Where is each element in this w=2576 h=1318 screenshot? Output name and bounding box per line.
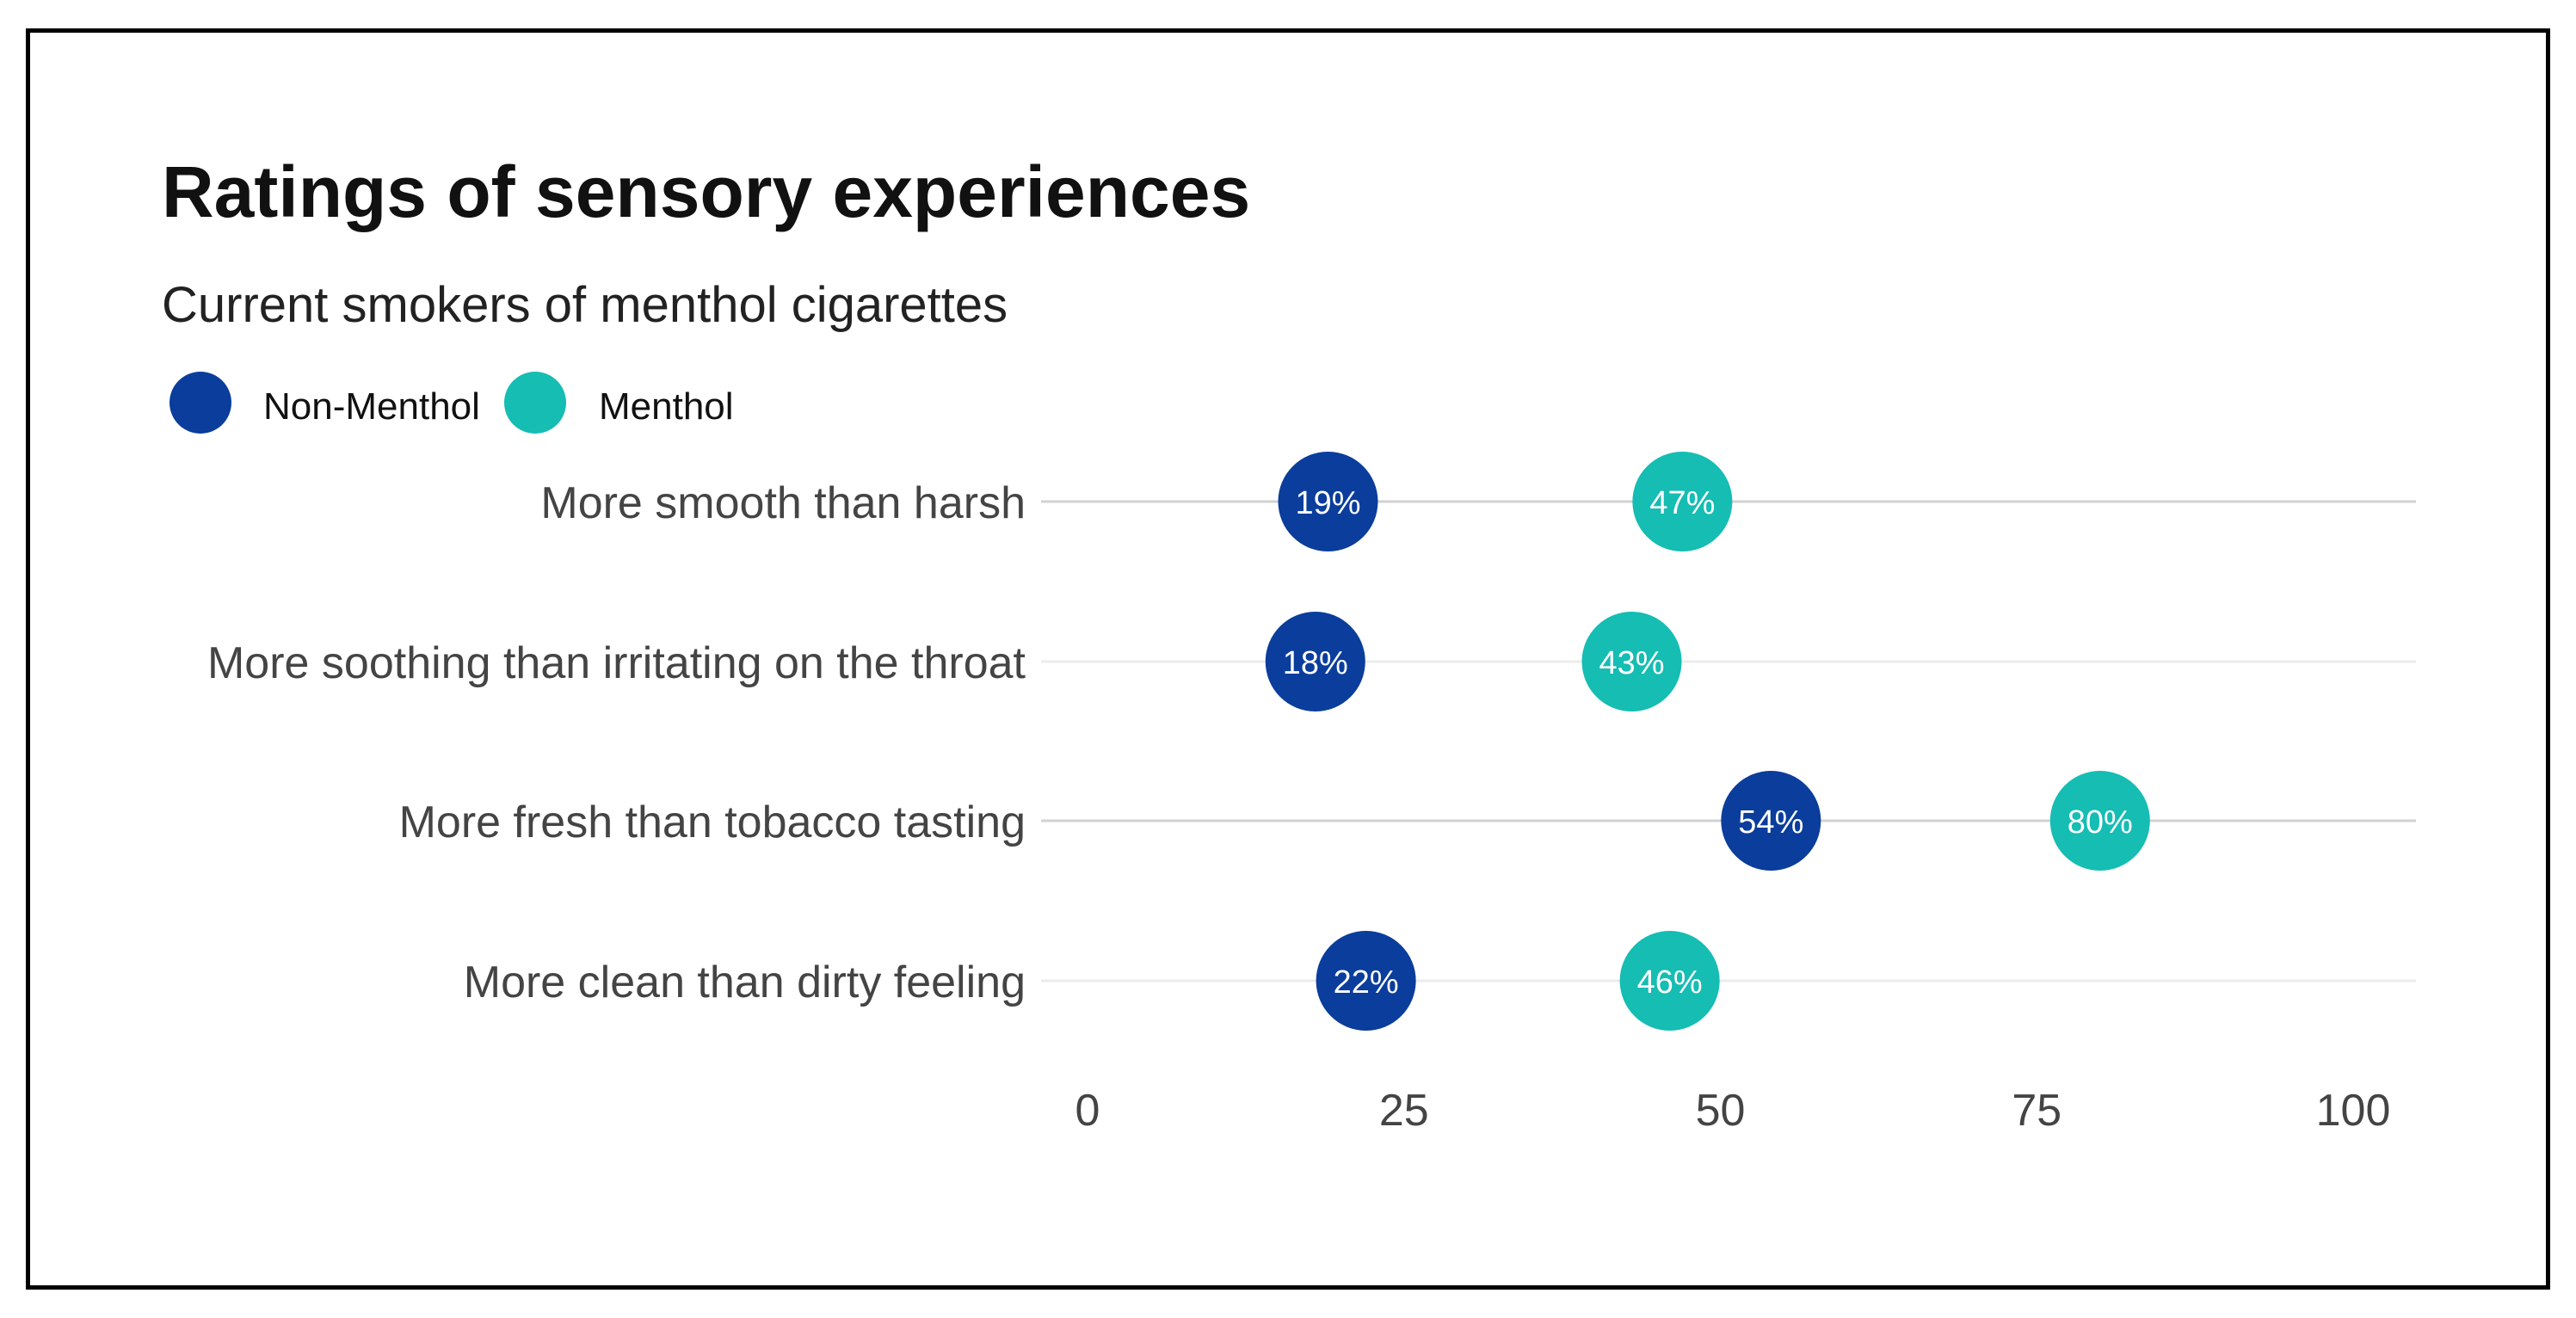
legend-label-non-menthol: Non-Menthol bbox=[263, 385, 480, 428]
legend-label-menthol: Menthol bbox=[599, 385, 734, 428]
data-label-menthol: 47% bbox=[1649, 485, 1715, 521]
point-menthol bbox=[1581, 612, 1682, 711]
point-menthol bbox=[1632, 452, 1733, 551]
category-label: More soothing than irritating on the thr… bbox=[207, 638, 1026, 688]
data-label-menthol: 80% bbox=[2068, 804, 2133, 841]
point-non-menthol bbox=[1265, 612, 1365, 711]
point-non-menthol bbox=[1721, 771, 1821, 871]
data-label-menthol: 46% bbox=[1637, 964, 1703, 1001]
chart-title: Ratings of sensory experiences bbox=[162, 151, 1250, 232]
data-label-non-menthol: 19% bbox=[1295, 485, 1360, 521]
x-tick-label: 75 bbox=[2012, 1086, 2061, 1136]
x-tick-label: 100 bbox=[2316, 1086, 2391, 1136]
x-tick-label: 0 bbox=[1075, 1086, 1100, 1136]
category-label: More smooth than harsh bbox=[540, 478, 1026, 528]
data-label-non-menthol: 22% bbox=[1334, 964, 1399, 1001]
legend-swatch-non-menthol bbox=[169, 372, 231, 434]
category-label: More clean than dirty feeling bbox=[464, 958, 1026, 1007]
data-label-non-menthol: 54% bbox=[1738, 804, 1803, 841]
category-label: More fresh than tobacco tasting bbox=[399, 798, 1026, 847]
point-non-menthol bbox=[1316, 931, 1416, 1031]
plot-area: More smooth than harsh More soothing than… bbox=[207, 452, 2416, 1136]
data-label-menthol: 43% bbox=[1599, 645, 1664, 681]
x-tick-label: 50 bbox=[1696, 1086, 1746, 1136]
chart-subtitle: Current smokers of menthol cigarettes bbox=[162, 277, 1008, 333]
point-menthol bbox=[1619, 931, 1720, 1031]
point-menthol bbox=[2049, 771, 2150, 871]
data-label-non-menthol: 18% bbox=[1283, 645, 1348, 681]
legend-swatch-menthol bbox=[504, 372, 566, 434]
x-tick-label: 25 bbox=[1379, 1086, 1429, 1136]
point-non-menthol bbox=[1278, 452, 1378, 551]
legend: Non-Menthol Menthol bbox=[169, 372, 734, 434]
